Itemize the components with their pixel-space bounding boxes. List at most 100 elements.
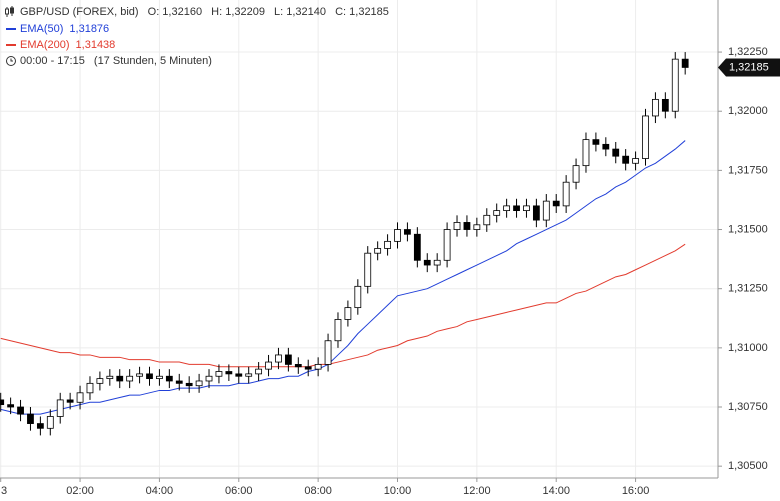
candle-body bbox=[612, 148, 620, 157]
y-tick-label: 1,31250 bbox=[728, 283, 768, 295]
y-tick-label: 1,30500 bbox=[728, 460, 768, 472]
quote-close: C: 1,32185 bbox=[335, 6, 389, 18]
x-tick-label: 06:00 bbox=[225, 485, 253, 497]
candle-icon bbox=[5, 6, 14, 17]
ema-line bbox=[0, 140, 686, 415]
candle-body bbox=[304, 366, 312, 370]
candle-body bbox=[642, 115, 649, 159]
candle-body bbox=[185, 382, 193, 387]
candle-body bbox=[592, 139, 600, 145]
candle-body bbox=[324, 340, 332, 365]
candle-body bbox=[334, 319, 342, 342]
x-tick-label: 10:00 bbox=[384, 485, 412, 497]
time-range: 00:00 - 17:15 (17 Stunden, 5 Minuten) bbox=[20, 55, 212, 67]
quote-high: H: 1,32209 bbox=[211, 6, 265, 18]
candle-body bbox=[582, 139, 590, 167]
candle-body bbox=[344, 307, 352, 320]
candle-body bbox=[46, 416, 54, 429]
candle-body bbox=[156, 375, 163, 380]
candle-body bbox=[275, 354, 282, 363]
candle-body bbox=[284, 354, 292, 365]
candle-body bbox=[364, 252, 372, 287]
legend: GBP/USD (FOREX, bid) O: 1,32160 H: 1,322… bbox=[5, 6, 389, 67]
quote-low: L: 1,32140 bbox=[274, 6, 326, 18]
candle-body bbox=[394, 229, 401, 242]
candle-body bbox=[165, 375, 173, 382]
candle-body bbox=[106, 375, 114, 380]
candle-body bbox=[195, 380, 203, 387]
legend-entry: EMA(50) 1,31876 bbox=[20, 23, 109, 35]
x-tick-label: 3 bbox=[1, 485, 7, 497]
candle-body bbox=[473, 224, 481, 230]
candle-body bbox=[255, 368, 263, 375]
y-tick-label: 1,32250 bbox=[728, 46, 768, 58]
candle-body bbox=[632, 158, 639, 164]
candle-body bbox=[503, 205, 511, 212]
candle-body bbox=[661, 98, 669, 112]
candle-body bbox=[225, 371, 233, 375]
candle-body bbox=[413, 233, 421, 261]
price-tag-label: 1,32185 bbox=[729, 61, 769, 73]
candle-body bbox=[384, 240, 391, 249]
candle-body bbox=[314, 364, 322, 370]
x-tick-label: 14:00 bbox=[542, 485, 570, 497]
candle-body bbox=[562, 181, 570, 207]
candle-body bbox=[175, 380, 183, 384]
y-tick-label: 1,31500 bbox=[728, 223, 768, 235]
candle-body bbox=[681, 58, 689, 68]
legend-value: 1,31876 bbox=[69, 23, 109, 35]
x-tick-label: 02:00 bbox=[66, 485, 94, 497]
plot-area bbox=[0, 52, 689, 436]
candle-body bbox=[146, 373, 153, 380]
candle-body bbox=[463, 222, 471, 230]
candle-body bbox=[652, 98, 659, 117]
x-tick-label: 16:00 bbox=[622, 485, 650, 497]
legend-value: 1,31438 bbox=[76, 39, 116, 51]
candle-body bbox=[572, 165, 580, 183]
candle-body bbox=[423, 259, 431, 266]
candle-body bbox=[126, 375, 134, 382]
y-tick-label: 1,32000 bbox=[728, 105, 768, 117]
x-tick-label: 08:00 bbox=[304, 485, 332, 497]
candle-body bbox=[116, 375, 124, 382]
candle-body bbox=[552, 200, 560, 207]
candle-body bbox=[136, 373, 143, 377]
y-tick-label: 1,30750 bbox=[728, 401, 768, 413]
candle-body bbox=[532, 205, 540, 221]
legend-series: EMA(50) 1,31876 EMA(200) 1,31438 bbox=[6, 23, 115, 51]
x-tick-label: 12:00 bbox=[463, 485, 491, 497]
y-tick-label: 1,31750 bbox=[728, 164, 768, 176]
candle-body bbox=[671, 58, 679, 112]
candle-body bbox=[622, 155, 630, 164]
candle-body bbox=[66, 399, 74, 403]
ema-line bbox=[0, 243, 686, 368]
candle-body bbox=[96, 378, 104, 384]
candle-body bbox=[235, 373, 243, 377]
range-label: 00:00 - 17:15 bbox=[20, 55, 85, 67]
legend-entry: EMA(200) 1,31438 bbox=[20, 39, 115, 51]
candle-body bbox=[433, 259, 441, 266]
candle-body bbox=[27, 413, 34, 424]
candle-body bbox=[602, 143, 610, 150]
price-tag bbox=[718, 58, 780, 77]
legend-title: GBP/USD (FOREX, bid) O: 1,32160 H: 1,322… bbox=[20, 6, 389, 18]
quote-open: O: 1,32160 bbox=[148, 6, 202, 18]
candle-body bbox=[265, 361, 272, 370]
candle-body bbox=[17, 406, 24, 415]
candle-body bbox=[86, 382, 94, 394]
candle-body bbox=[36, 423, 44, 429]
candle-body bbox=[404, 229, 411, 235]
candle-body bbox=[354, 285, 362, 309]
candle-body bbox=[0, 399, 5, 406]
candle-body bbox=[443, 229, 451, 261]
clock-hands bbox=[10, 58, 13, 62]
instrument: GBP/USD (FOREX, bid) bbox=[20, 6, 139, 18]
candle-body bbox=[523, 205, 530, 212]
candle-body bbox=[493, 210, 501, 216]
candle-body bbox=[453, 222, 461, 230]
range-note: (17 Stunden, 5 Minuten) bbox=[94, 55, 212, 67]
candle-body bbox=[513, 205, 520, 212]
candle-body bbox=[483, 214, 491, 226]
